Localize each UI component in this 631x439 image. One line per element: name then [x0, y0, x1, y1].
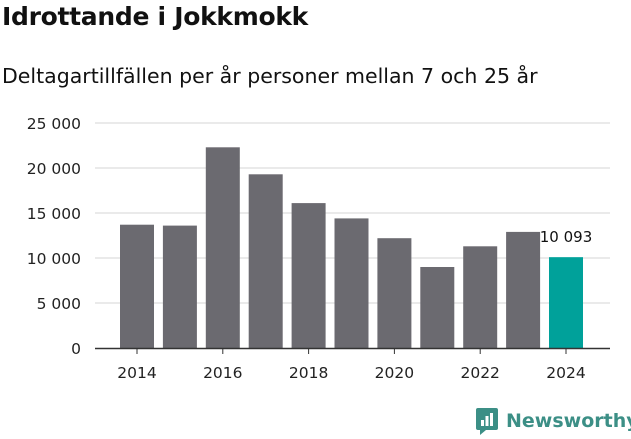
y-tick-label: 15 000 [27, 205, 81, 223]
x-tick-label: 2016 [203, 364, 242, 382]
x-tick-label: 2024 [546, 364, 585, 382]
y-tick-label: 5 000 [37, 295, 81, 313]
bar-2015 [162, 225, 197, 348]
bar-2022 [463, 246, 498, 348]
bar-2024 [549, 257, 583, 348]
bar-2020 [377, 238, 412, 348]
chart-subtitle: Deltagartillfällen per år personer mella… [2, 64, 538, 88]
data-label: 10 093 [540, 228, 593, 246]
bar-2017 [248, 174, 283, 348]
chart-title: Idrottande i Jokkmokk [2, 2, 309, 31]
bar-2016 [205, 147, 240, 348]
y-tick-label: 10 000 [27, 250, 81, 268]
x-tick-label: 2014 [117, 364, 156, 382]
y-tick-label: 0 [71, 340, 81, 358]
brand-name: Newsworthy [506, 410, 631, 432]
x-tick-label: 2020 [375, 364, 414, 382]
newsworthy-logo-icon [476, 408, 498, 435]
bar-2019 [334, 218, 369, 348]
bar-2021 [420, 267, 455, 348]
y-tick-label: 20 000 [27, 160, 81, 178]
y-tick-label: 25 000 [27, 115, 81, 133]
x-tick-label: 2022 [460, 364, 499, 382]
bar-2023 [506, 231, 541, 348]
bar-2018 [291, 203, 326, 348]
newsworthy-brand: Newsworthy [475, 405, 631, 437]
bar-2014 [120, 224, 154, 348]
x-tick-label: 2018 [289, 364, 328, 382]
